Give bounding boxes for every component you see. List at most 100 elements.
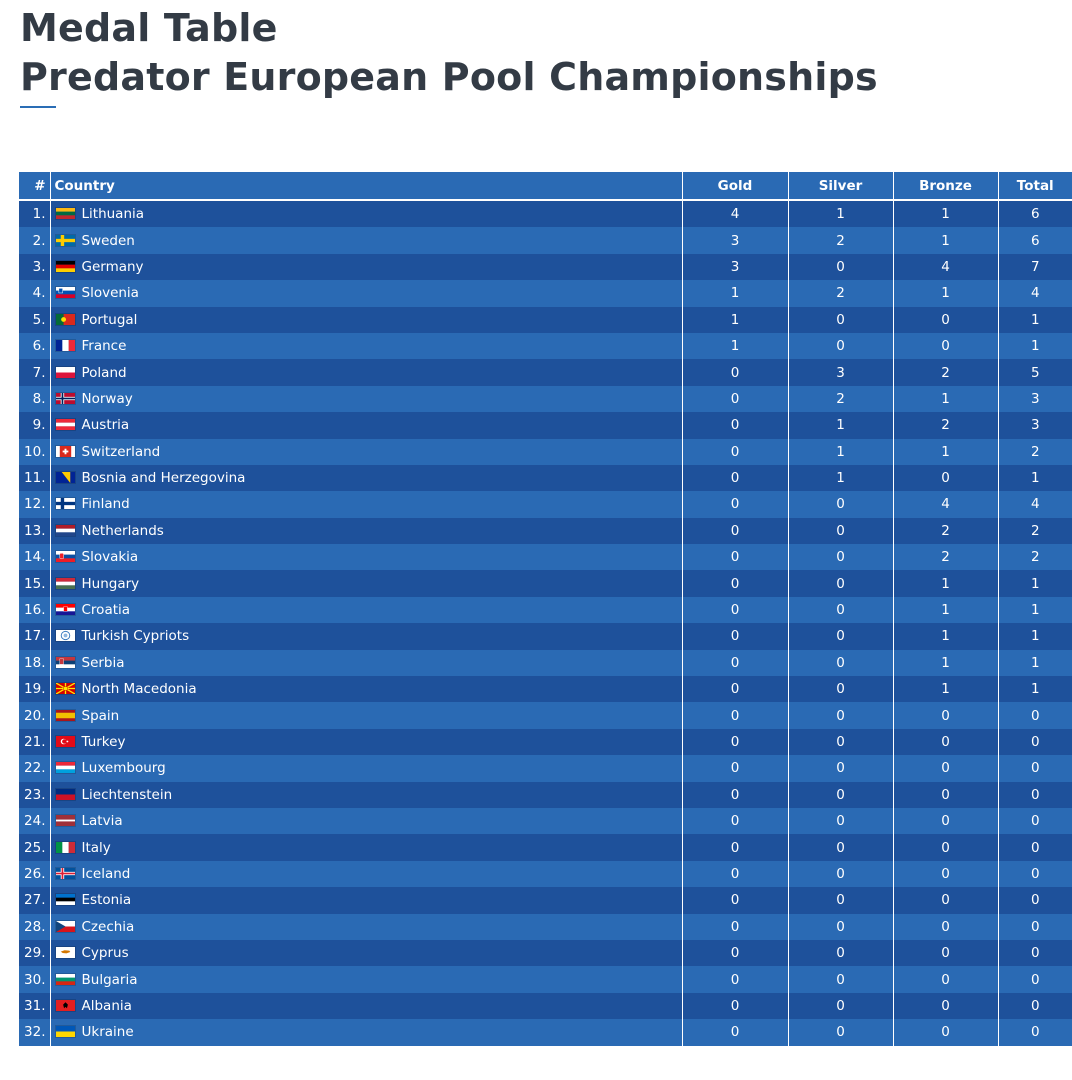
turkey-flag-icon bbox=[54, 735, 76, 748]
rank-cell: 29. bbox=[19, 939, 50, 967]
luxembourg-flag-icon bbox=[54, 761, 76, 775]
silver-cell: 0 bbox=[787, 728, 893, 756]
bronze-column-header[interactable]: Bronze bbox=[892, 172, 998, 201]
bronze-cell: 4 bbox=[892, 253, 998, 281]
silver-cell: 0 bbox=[787, 966, 893, 993]
country-name: Netherlands bbox=[81, 522, 164, 539]
total-cell: 0 bbox=[997, 834, 1072, 861]
switzerland-flag-icon bbox=[54, 444, 76, 458]
country-cell: Serbia bbox=[49, 649, 682, 677]
rank-cell: 4. bbox=[19, 280, 50, 307]
silver-cell: 0 bbox=[787, 860, 893, 888]
bronze-cell: 0 bbox=[892, 966, 998, 993]
country-name: Latvia bbox=[81, 813, 123, 830]
country-cell: Slovakia bbox=[49, 544, 682, 571]
country-cell: Luxembourg bbox=[49, 755, 682, 782]
country-name: Cyprus bbox=[81, 945, 129, 962]
gold-cell: 0 bbox=[681, 464, 788, 492]
country-cell: Netherlands bbox=[49, 517, 682, 545]
rank-cell: 20. bbox=[19, 702, 50, 729]
bulgaria-flag-icon bbox=[54, 972, 76, 986]
silver-cell: 0 bbox=[787, 306, 893, 333]
rank-cell: 21. bbox=[19, 728, 50, 756]
total-cell: 0 bbox=[997, 992, 1072, 1020]
silver-column-header[interactable]: Silver bbox=[787, 172, 893, 201]
table-row: 4. Slovenia 1 2 1 4 bbox=[19, 280, 1072, 307]
country-cell: Bulgaria bbox=[49, 966, 682, 993]
gold-cell: 0 bbox=[681, 702, 788, 729]
table-row: 12. Finland 0 0 4 4 bbox=[19, 491, 1072, 518]
silver-cell: 0 bbox=[787, 332, 893, 360]
country-name: Czechia bbox=[81, 918, 135, 935]
iceland-flag-icon bbox=[54, 866, 76, 880]
liechtenstein-flag-icon bbox=[54, 787, 76, 801]
country-cell: Austria bbox=[49, 412, 682, 439]
table-row: 13. Netherlands 0 0 2 2 bbox=[19, 517, 1072, 545]
gold-cell: 0 bbox=[681, 728, 788, 756]
gold-cell: 0 bbox=[681, 438, 788, 465]
page-title: Medal Table Predator European Pool Champ… bbox=[20, 4, 878, 102]
rank-cell: 26. bbox=[19, 860, 50, 888]
country-column-header[interactable]: Country bbox=[49, 172, 682, 201]
germany-flag-icon bbox=[54, 259, 76, 273]
country-cell: Cyprus bbox=[49, 939, 682, 967]
rank-cell: 32. bbox=[19, 1019, 50, 1046]
bronze-cell: 0 bbox=[892, 913, 998, 940]
gold-cell: 0 bbox=[681, 1019, 788, 1046]
country-name: Austria bbox=[81, 417, 130, 434]
gold-cell: 3 bbox=[681, 227, 788, 254]
total-cell: 1 bbox=[997, 676, 1072, 703]
country-name: Serbia bbox=[81, 654, 125, 671]
table-row: 14. Slovakia 0 0 2 2 bbox=[19, 544, 1072, 571]
rank-column-header[interactable]: # bbox=[19, 172, 50, 201]
gold-cell: 0 bbox=[681, 939, 788, 967]
country-name: Turkey bbox=[81, 734, 126, 750]
country-cell: Latvia bbox=[49, 807, 682, 835]
bronze-cell: 0 bbox=[892, 860, 998, 888]
total-cell: 2 bbox=[997, 544, 1072, 571]
lithuania-flag-icon bbox=[54, 207, 76, 221]
silver-cell: 1 bbox=[787, 412, 893, 439]
table-row: 18. Serbia 0 0 1 1 bbox=[19, 649, 1072, 677]
country-cell: Hungary bbox=[49, 570, 682, 597]
silver-cell: 0 bbox=[787, 623, 893, 650]
country-cell: Italy bbox=[49, 834, 682, 861]
gold-cell: 3 bbox=[681, 253, 788, 281]
silver-cell: 3 bbox=[787, 359, 893, 386]
gold-column-header[interactable]: Gold bbox=[681, 172, 788, 201]
country-name: Lithuania bbox=[81, 206, 145, 223]
total-cell: 0 bbox=[997, 966, 1072, 993]
rank-cell: 16. bbox=[19, 596, 50, 624]
country-cell: Turkish Cypriots bbox=[49, 623, 682, 650]
country-name: Portugal bbox=[81, 311, 138, 328]
gold-cell: 0 bbox=[681, 649, 788, 677]
bronze-cell: 1 bbox=[892, 649, 998, 677]
total-cell: 6 bbox=[997, 200, 1072, 228]
country-name: Albania bbox=[81, 997, 132, 1014]
country-name: Slovakia bbox=[81, 549, 139, 566]
croatia-flag-icon bbox=[54, 603, 76, 617]
gold-cell: 0 bbox=[681, 676, 788, 703]
total-cell: 0 bbox=[997, 1019, 1072, 1046]
rank-cell: 18. bbox=[19, 649, 50, 677]
gold-cell: 4 bbox=[681, 200, 788, 228]
albania-flag-icon bbox=[54, 998, 76, 1012]
bronze-cell: 0 bbox=[892, 887, 998, 914]
country-name: Croatia bbox=[81, 602, 131, 619]
bronze-cell: 1 bbox=[892, 623, 998, 650]
country-name: Spain bbox=[81, 707, 120, 724]
rank-cell: 19. bbox=[19, 676, 50, 703]
bronze-cell: 1 bbox=[892, 438, 998, 465]
total-cell: 1 bbox=[997, 623, 1072, 650]
bronze-cell: 0 bbox=[892, 781, 998, 808]
country-name: Finland bbox=[81, 496, 130, 513]
country-name: Liechtenstein bbox=[81, 786, 173, 803]
rank-cell: 23. bbox=[19, 781, 50, 808]
total-column-header[interactable]: Total bbox=[997, 172, 1072, 201]
estonia-flag-icon bbox=[54, 893, 76, 907]
bronze-cell: 0 bbox=[892, 1019, 998, 1046]
table-row: 9. Austria 0 1 2 3 bbox=[19, 412, 1072, 439]
country-cell: Germany bbox=[49, 253, 682, 281]
table-row: 5. Portugal 1 0 0 1 bbox=[19, 306, 1072, 333]
total-cell: 0 bbox=[997, 702, 1072, 729]
